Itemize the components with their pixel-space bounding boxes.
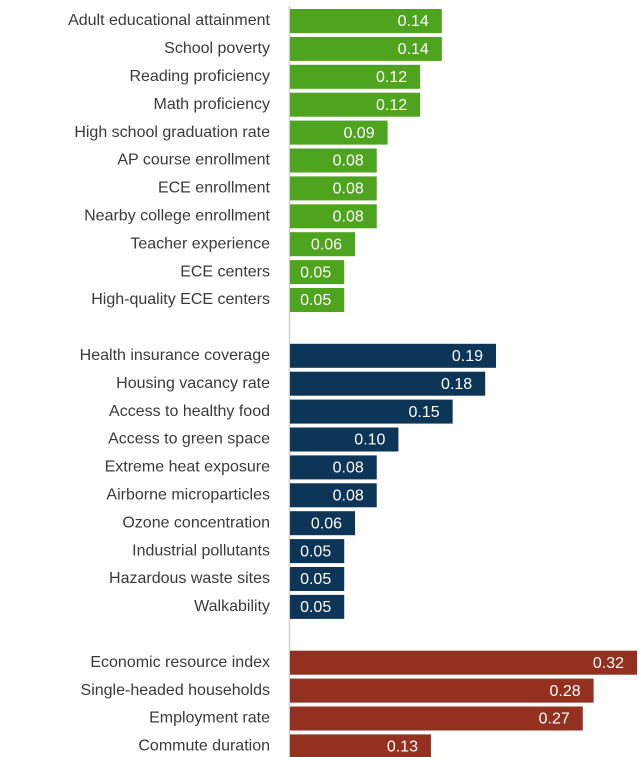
category-label: Ozone concentration (122, 514, 270, 531)
category-label: Walkability (194, 598, 270, 615)
bar (290, 148, 377, 173)
value-label: 0.05 (300, 292, 331, 309)
value-label: 0.08 (333, 181, 364, 198)
category-label: AP course enrollment (117, 152, 270, 169)
bar (290, 232, 356, 257)
category-label: Industrial pollutants (132, 542, 270, 559)
bar (290, 734, 431, 757)
value-label: 0.06 (311, 236, 342, 253)
value-label: 0.32 (593, 655, 624, 672)
bar (290, 176, 377, 201)
bar (290, 36, 442, 61)
category-label: Single-headed households (81, 682, 270, 699)
value-label: 0.05 (300, 571, 331, 588)
bar (290, 343, 497, 368)
bar (290, 120, 388, 145)
value-label: 0.06 (311, 515, 342, 532)
bar (290, 650, 637, 675)
bar (290, 260, 345, 285)
category-label: Access to green space (108, 431, 270, 448)
value-label: 0.14 (398, 41, 429, 58)
category-label: Housing vacancy rate (116, 375, 270, 392)
bar (290, 539, 345, 564)
value-label: 0.27 (539, 711, 570, 728)
value-label: 0.05 (300, 599, 331, 616)
value-label: 0.13 (387, 739, 418, 756)
category-label: ECE enrollment (158, 180, 271, 197)
value-label: 0.08 (333, 209, 364, 226)
value-label: 0.08 (333, 153, 364, 170)
value-label: 0.09 (343, 125, 374, 142)
value-label: 0.05 (300, 543, 331, 560)
bar (290, 288, 345, 312)
category-label: Access to healthy food (109, 403, 270, 420)
value-label: 0.08 (333, 460, 364, 477)
value-label: 0.12 (376, 69, 407, 86)
bar (290, 371, 486, 396)
value-label: 0.15 (409, 404, 440, 421)
category-label: Health insurance coverage (80, 347, 270, 364)
bar (290, 567, 345, 591)
bar (290, 64, 421, 89)
bar (290, 455, 377, 480)
category-label: Math proficiency (154, 96, 271, 113)
category-label: Hazardous waste sites (109, 570, 270, 587)
bar (290, 427, 399, 452)
bar (290, 483, 377, 508)
bar (290, 9, 442, 33)
bar (290, 511, 356, 536)
category-label: Employment rate (149, 710, 270, 727)
value-label: 0.05 (300, 264, 331, 281)
value-label: 0.10 (354, 432, 385, 449)
category-label: Extreme heat exposure (105, 459, 271, 476)
value-label: 0.12 (376, 97, 407, 114)
value-label: 0.08 (333, 488, 364, 505)
category-label: ECE centers (180, 263, 270, 280)
value-label: 0.19 (452, 348, 483, 365)
value-label: 0.18 (441, 376, 472, 393)
category-label: Teacher experience (130, 235, 270, 252)
bar (290, 706, 583, 731)
value-label: 0.28 (549, 683, 580, 700)
category-label: Nearby college enrollment (84, 208, 270, 225)
value-label: 0.14 (398, 13, 429, 30)
category-label: Airborne microparticles (106, 487, 270, 504)
category-label: Adult educational attainment (68, 12, 270, 29)
bar (290, 678, 594, 703)
bar (290, 399, 453, 424)
category-label: Commute duration (138, 738, 270, 755)
bar (290, 204, 377, 229)
category-label: Reading proficiency (129, 68, 270, 85)
bar (290, 594, 345, 619)
bar (290, 92, 421, 117)
category-label: High school graduation rate (74, 124, 270, 141)
category-label: High-quality ECE centers (91, 291, 270, 308)
category-label: School poverty (164, 40, 270, 57)
category-label: Economic resource index (90, 654, 270, 671)
